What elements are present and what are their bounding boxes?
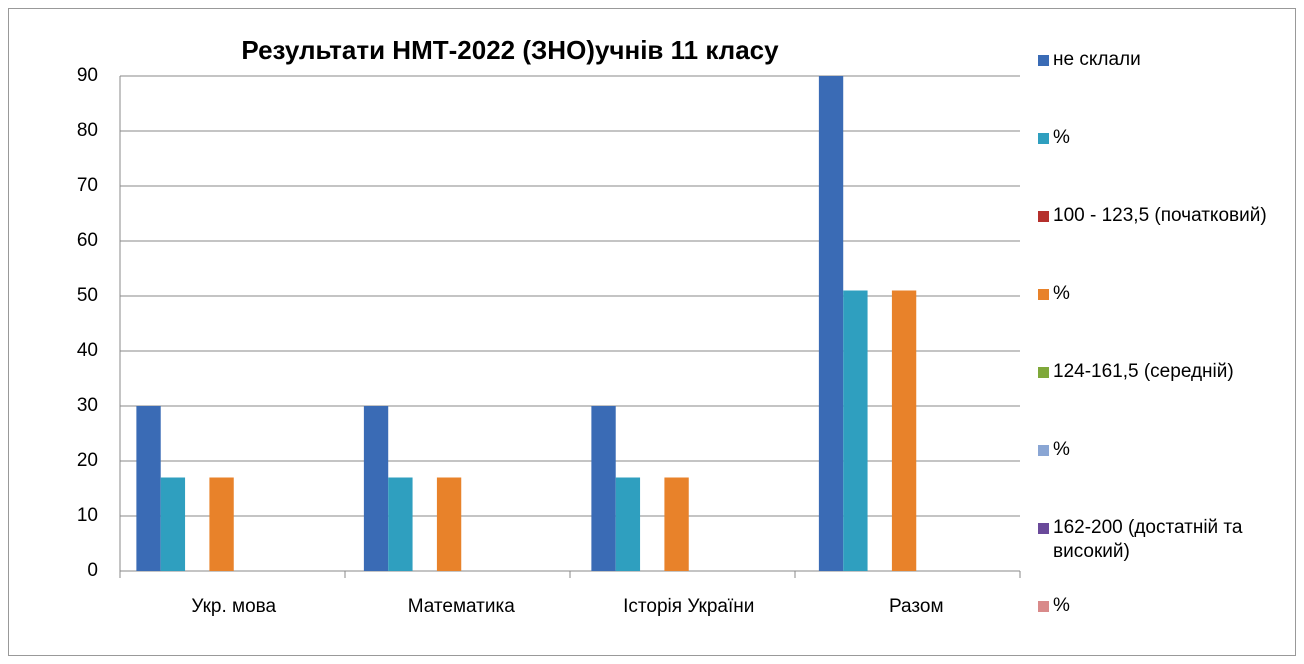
legend-item: % [1038,594,1288,618]
bar [436,477,462,571]
legend-label: 100 - 123,5 (початковий) [1053,205,1267,226]
y-tick-label: 40 [77,340,98,361]
bar [664,477,689,571]
legend-item: % [1038,282,1288,306]
legend-label: % [1053,595,1070,616]
x-tick-label: Історія України [623,596,754,617]
chart-title: Результати НМТ-2022 (ЗНО)учнів 11 класу [241,35,779,65]
y-tick-label: 90 [77,65,98,86]
bar [363,406,389,571]
y-tick-label: 20 [77,450,98,471]
legend-item: 162-200 (достатній та високий) [1038,516,1288,564]
x-tick-label: Разом [889,596,944,617]
x-tick-label: Укр. мова [191,596,276,617]
legend-label: % [1053,283,1070,304]
legend-label: % [1053,127,1070,148]
y-tick-label: 50 [77,285,98,306]
bar [591,406,616,571]
legend-swatch [1038,367,1049,378]
bar [160,477,186,571]
bar [209,477,234,571]
legend-item: 100 - 123,5 (початковий) [1038,204,1288,228]
legend-swatch [1038,523,1049,534]
legend-label: 124-161,5 (середній) [1053,361,1234,382]
legend-swatch [1038,133,1049,144]
legend-swatch [1038,445,1049,456]
bar [891,290,917,571]
x-tick-label: Математика [408,596,516,617]
legend-label: % [1053,439,1070,460]
y-tick-label: 80 [77,120,98,141]
y-tick-label: 70 [77,175,98,196]
legend-item: % [1038,126,1288,150]
legend-label: не склали [1053,49,1141,70]
y-tick-label: 0 [87,560,98,581]
y-tick-label: 10 [77,505,98,526]
legend-swatch [1038,211,1049,222]
legend-swatch [1038,601,1049,612]
legend-swatch [1038,55,1049,66]
bar [388,477,413,571]
legend-item: не склали [1038,48,1288,72]
legend-item: % [1038,438,1288,462]
legend-swatch [1038,289,1049,300]
legend-item: 124-161,5 (середній) [1038,360,1288,384]
bar [136,406,161,571]
y-tick-label: 30 [77,395,98,416]
bar [843,290,868,571]
legend-label: 162-200 (достатній та високий) [1053,517,1243,562]
chart-border [8,8,1296,656]
bar [818,76,844,571]
bar [615,477,641,571]
y-tick-label: 60 [77,230,98,251]
